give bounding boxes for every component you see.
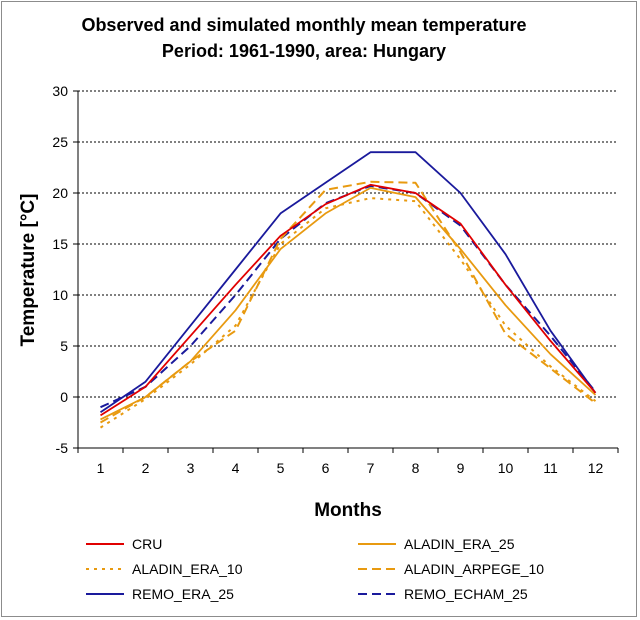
legend-label: REMO_ECHAM_25: [404, 586, 528, 602]
legend-label: ALADIN_ARPEGE_10: [404, 561, 544, 577]
series-line-aladin-era-25: [100, 186, 597, 421]
series-line-remo-echam-25: [100, 184, 597, 409]
legend-label: REMO_ERA_25: [132, 586, 234, 602]
y-tick-labels: -5 0 5 10 15 20 25 30: [52, 83, 68, 456]
legend: CRU ALADIN_ERA_25 ALADIN_ERA_10 ALADIN_ARPE…: [86, 536, 544, 602]
series-line-remo-era-25: [99, 151, 597, 414]
legend-label: ALADIN_ERA_25: [404, 536, 515, 552]
y-tick-label: 10: [52, 287, 68, 303]
legend-label: CRU: [132, 536, 162, 552]
x-tick-label: 5: [277, 460, 285, 476]
x-tick-label: 7: [367, 460, 375, 476]
legend-label: ALADIN_ERA_10: [132, 561, 243, 577]
y-tick-label: 15: [52, 236, 68, 252]
y-tick-label: 5: [60, 338, 68, 354]
x-tick-label: 8: [412, 460, 420, 476]
series-line-aladin-era-10: [99, 197, 597, 429]
x-tick-label: 1: [97, 460, 105, 476]
y-tick-label: -5: [56, 440, 69, 456]
x-tick-label: 9: [457, 460, 465, 476]
x-tick-labels: 1 2 3 4 5 6 7 8 9 10 11 12: [97, 460, 604, 476]
series-line-cru: [100, 183, 597, 417]
x-tick-label: 4: [232, 460, 240, 476]
x-tick-label: 12: [588, 460, 604, 476]
gridlines: [78, 90, 618, 398]
y-axis-title: Temperature [°C]: [18, 194, 39, 347]
chart-title-line-2: Period: 1961-1990, area: Hungary: [162, 41, 446, 61]
x-tick-label: 3: [187, 460, 195, 476]
y-tick-label: 30: [52, 83, 68, 99]
chart-title-line-1: Observed and simulated monthly mean temp…: [81, 15, 526, 35]
x-tick-label: 11: [543, 460, 558, 476]
axes: [73, 90, 619, 453]
y-tick-label: 20: [52, 185, 68, 201]
x-tick-label: 6: [322, 460, 330, 476]
x-tick-label: 10: [498, 460, 514, 476]
y-tick-label: 25: [52, 134, 68, 150]
series-lines: [99, 151, 597, 429]
x-tick-label: 2: [142, 460, 150, 476]
x-axis-title: Months: [314, 500, 382, 521]
y-tick-label: 0: [60, 389, 68, 405]
